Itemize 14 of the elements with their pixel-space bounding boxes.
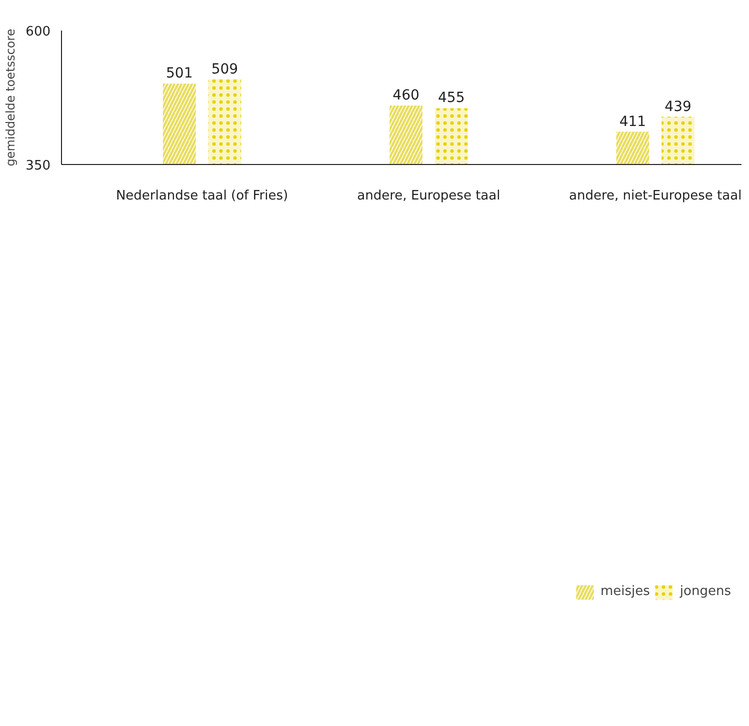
x-tick-label: andere, Europese taal — [357, 188, 500, 204]
legend-label: meisjes — [600, 584, 650, 599]
x-tick-label: Nederlandse taal (of Fries) — [116, 188, 288, 204]
y-tick-label: 350 — [26, 158, 51, 174]
data-label: 501 — [166, 66, 193, 82]
data-label: 460 — [392, 88, 420, 104]
y-tick-label: 600 — [26, 24, 51, 40]
data-label: 509 — [211, 61, 238, 78]
data-label: 411 — [619, 114, 646, 130]
data-label: 439 — [664, 98, 692, 115]
y-axis-title: gemiddelde toetsscore — [4, 28, 18, 166]
data-label: 455 — [438, 90, 465, 106]
x-tick-label: andere, niet-Europese taal — [569, 188, 742, 204]
legend-label: jongens — [680, 584, 731, 599]
